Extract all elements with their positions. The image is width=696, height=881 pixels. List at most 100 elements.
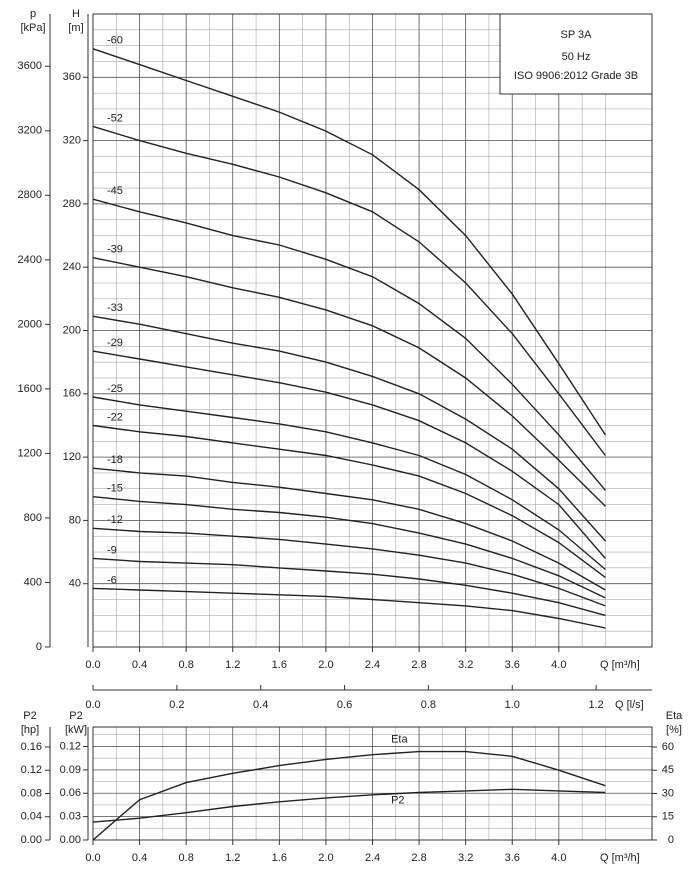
- pump-curve: [92, 48, 606, 436]
- pump-curve: [92, 257, 606, 507]
- y2-axis-unit: [kPa]: [20, 22, 45, 34]
- series-label: P2: [391, 794, 404, 806]
- y2-tick-label: 2400: [18, 254, 42, 266]
- y2-axis-unit: [%]: [666, 724, 682, 736]
- pump-curve: [92, 424, 606, 578]
- y3-axis-unit: [hp]: [21, 724, 39, 736]
- y-axis-unit: [kW]: [65, 724, 87, 736]
- y-tick-label: 160: [63, 388, 81, 400]
- y-tick-label: 240: [63, 261, 81, 273]
- x-tick-label: 2.4: [365, 659, 380, 671]
- x-tick-label: 0.0: [85, 659, 100, 671]
- y2-tick-label: 0: [36, 641, 42, 653]
- y2-axis-label: p: [30, 8, 36, 20]
- x2-tick-label: 0.0: [85, 699, 100, 711]
- y2-tick-label: 1600: [18, 383, 42, 395]
- curve-1: [92, 788, 606, 823]
- y-tick-label: 200: [63, 324, 81, 336]
- y3-axis-label: P2: [23, 710, 36, 722]
- x-tick-label: 3.2: [458, 852, 473, 864]
- x2-tick-label: 1.2: [588, 699, 603, 711]
- x-tick-label: 2.8: [411, 852, 426, 864]
- y-axis-label: P2: [69, 710, 82, 722]
- x-tick-label: 1.6: [272, 659, 287, 671]
- y-tick-label: 120: [63, 451, 81, 463]
- y-tick-label: 0.00: [60, 834, 81, 846]
- chart-title: SP 3A: [561, 29, 593, 41]
- y2-tick-label: 800: [24, 512, 42, 524]
- curve-label: -18: [107, 454, 123, 466]
- x-tick-label: 4.0: [551, 659, 566, 671]
- pump-curve: [92, 125, 606, 456]
- y3-tick-label: 0.12: [21, 764, 42, 776]
- pump-curve: [92, 198, 606, 491]
- y-tick-label: 320: [63, 135, 81, 147]
- pump-curve: [92, 396, 606, 571]
- pump-curve: [92, 350, 606, 559]
- series-label: Eta: [391, 734, 408, 746]
- pump-curve: [92, 315, 606, 542]
- y2-tick-label: 3200: [18, 125, 42, 137]
- y2-axis-label: Eta: [666, 710, 683, 722]
- x-tick-label: 0.4: [132, 852, 147, 864]
- x-tick-label: 3.2: [458, 659, 473, 671]
- y-tick-label: 80: [69, 514, 81, 526]
- y-tick-label: 360: [63, 71, 81, 83]
- x2-tick-label: 1.0: [505, 699, 520, 711]
- y-tick-label: 0.03: [60, 811, 81, 823]
- y2-tick-label: 400: [24, 576, 42, 588]
- title-box: [499, 13, 653, 95]
- x-tick-label: 0.4: [132, 659, 147, 671]
- chart-subtitle: 50 Hz: [562, 51, 591, 63]
- y2-tick-label: 2800: [18, 189, 42, 201]
- y2-tick-label: 60: [662, 741, 674, 753]
- y2-tick-label: 2000: [18, 318, 42, 330]
- plot-frame: [92, 13, 653, 648]
- curve-label: -12: [107, 514, 123, 526]
- y-tick-label: 40: [69, 578, 81, 590]
- curve-label: -6: [107, 574, 117, 586]
- y3-tick-label: 0.16: [21, 741, 42, 753]
- x-tick-label: 2.8: [411, 659, 426, 671]
- y-tick-label: 0.12: [60, 740, 81, 752]
- y-tick-label: 280: [63, 198, 81, 210]
- x-tick-label: 2.0: [318, 659, 333, 671]
- curve-label: -39: [107, 244, 123, 256]
- y3-tick-label: 0.04: [21, 811, 42, 823]
- plot-frame: [92, 726, 653, 841]
- chart-note: ISO 9906:2012 Grade 3B: [514, 70, 638, 82]
- x2-tick-label: 0.8: [421, 699, 436, 711]
- x-axis-label: Q [m³/h]: [600, 659, 640, 671]
- y2-tick-label: 1200: [18, 447, 42, 459]
- pump-curve: [92, 587, 606, 629]
- pump-curve: [92, 467, 606, 591]
- x-tick-label: 2.4: [365, 852, 380, 864]
- pump-curve: [92, 557, 606, 617]
- curve-label: -52: [107, 112, 123, 124]
- y-tick-label: 0.09: [60, 764, 81, 776]
- x-tick-label: 3.6: [505, 852, 520, 864]
- x-tick-label: 4.0: [551, 852, 566, 864]
- x2-axis-label: Q [l/s]: [615, 699, 644, 711]
- y-tick-label: 0.06: [60, 787, 81, 799]
- x-tick-label: 1.2: [225, 852, 240, 864]
- curve-label: -22: [107, 411, 123, 423]
- y2-tick-label: 45: [662, 764, 674, 776]
- curve-label: -60: [107, 35, 123, 47]
- y3-tick-label: 0.08: [21, 787, 42, 799]
- curve-label: -15: [107, 483, 123, 495]
- x-tick-label: 0.8: [179, 659, 194, 671]
- y-axis-label: H: [72, 8, 80, 20]
- y-axis-unit: [m]: [68, 22, 83, 34]
- curve-label: -45: [107, 185, 123, 197]
- x-tick-label: 2.0: [318, 852, 333, 864]
- x-tick-label: 0.8: [179, 852, 194, 864]
- x-axis-label: Q [m³/h]: [600, 852, 640, 864]
- x2-tick-label: 0.2: [169, 699, 184, 711]
- y2-tick-label: 3600: [18, 60, 42, 72]
- x-tick-label: 1.6: [272, 852, 287, 864]
- curve-label: -33: [107, 302, 123, 314]
- x2-tick-label: 0.4: [253, 699, 268, 711]
- x-tick-label: 3.6: [505, 659, 520, 671]
- pump-curve: [92, 527, 606, 607]
